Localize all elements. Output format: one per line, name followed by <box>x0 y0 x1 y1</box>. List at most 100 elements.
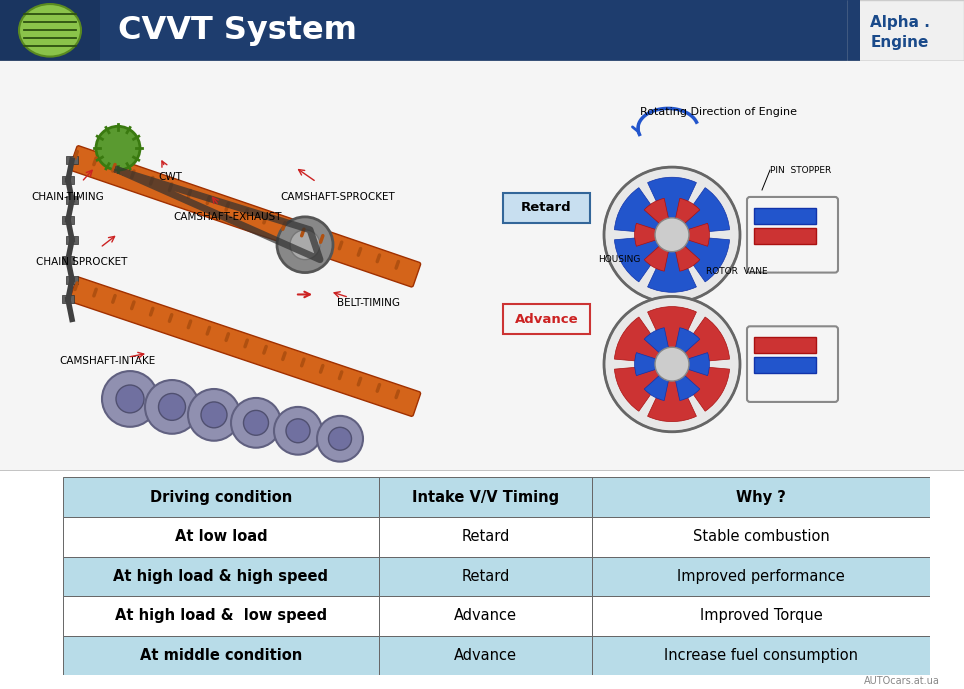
Wedge shape <box>672 317 730 364</box>
Text: Driving condition: Driving condition <box>149 490 292 505</box>
Circle shape <box>201 402 227 428</box>
Text: At high load & high speed: At high load & high speed <box>114 569 329 584</box>
Text: CHAIN-TIMING: CHAIN-TIMING <box>32 192 104 202</box>
Text: Why ?: Why ? <box>736 490 786 505</box>
Wedge shape <box>648 177 696 235</box>
Text: CWT: CWT <box>158 172 182 182</box>
Text: Increase fuel consumption: Increase fuel consumption <box>664 648 858 663</box>
Circle shape <box>244 411 269 435</box>
Bar <box>592 596 930 636</box>
Circle shape <box>329 427 352 450</box>
Bar <box>63 477 380 517</box>
Text: Stable combustion: Stable combustion <box>693 529 829 544</box>
Bar <box>62 256 74 264</box>
Wedge shape <box>672 223 710 246</box>
Circle shape <box>116 385 144 413</box>
Circle shape <box>655 218 689 251</box>
Text: CAMSHAFT-SPROCKET: CAMSHAFT-SPROCKET <box>281 192 395 202</box>
Wedge shape <box>634 223 672 246</box>
Text: CAMSHAFT-INTAKE: CAMSHAFT-INTAKE <box>60 356 156 366</box>
Bar <box>66 156 78 164</box>
Bar <box>380 636 592 675</box>
Text: At low load: At low load <box>174 529 267 544</box>
Bar <box>66 196 78 204</box>
Bar <box>0 0 100 61</box>
Wedge shape <box>644 328 672 364</box>
Bar <box>380 477 592 517</box>
Wedge shape <box>614 317 672 364</box>
Text: AUTOcars.at.ua: AUTOcars.at.ua <box>864 675 940 686</box>
Bar <box>380 557 592 596</box>
Bar <box>63 636 380 675</box>
Bar <box>62 296 74 303</box>
Text: Improved Torque: Improved Torque <box>700 608 822 624</box>
Wedge shape <box>644 235 672 271</box>
Text: CHAIN SPROCKET: CHAIN SPROCKET <box>37 256 127 267</box>
Text: BELT-TIMING: BELT-TIMING <box>336 298 399 309</box>
FancyBboxPatch shape <box>503 305 590 334</box>
Circle shape <box>188 389 240 441</box>
Wedge shape <box>672 364 730 411</box>
Bar <box>63 557 380 596</box>
Bar <box>63 596 380 636</box>
Bar <box>66 276 78 283</box>
Wedge shape <box>614 364 672 411</box>
Bar <box>63 517 380 557</box>
FancyBboxPatch shape <box>69 146 420 287</box>
Circle shape <box>274 407 322 455</box>
Circle shape <box>317 416 363 462</box>
FancyBboxPatch shape <box>503 193 590 223</box>
Circle shape <box>145 380 199 434</box>
Bar <box>592 477 930 517</box>
Text: Alpha .: Alpha . <box>870 14 930 30</box>
Bar <box>66 236 78 244</box>
Text: Rotating Direction of Engine: Rotating Direction of Engine <box>639 107 796 117</box>
Bar <box>62 216 74 224</box>
Text: Advance: Advance <box>454 648 517 663</box>
Text: Retard: Retard <box>522 201 572 214</box>
Wedge shape <box>614 235 672 282</box>
Bar <box>592 557 930 596</box>
Text: At high load &  low speed: At high load & low speed <box>115 608 327 624</box>
Text: HOUSING: HOUSING <box>598 255 640 264</box>
Text: PIN  STOPPER: PIN STOPPER <box>770 165 831 174</box>
Bar <box>592 517 930 557</box>
Wedge shape <box>644 198 672 235</box>
Bar <box>380 517 592 557</box>
FancyBboxPatch shape <box>754 357 816 373</box>
Wedge shape <box>648 235 696 292</box>
Circle shape <box>604 167 740 302</box>
Text: Retard: Retard <box>462 569 510 584</box>
Text: Intake V/V Timing: Intake V/V Timing <box>412 490 559 505</box>
Text: Advance: Advance <box>454 608 517 624</box>
Wedge shape <box>672 235 700 271</box>
Wedge shape <box>614 187 672 235</box>
Wedge shape <box>672 353 710 376</box>
Wedge shape <box>644 364 672 400</box>
Wedge shape <box>648 364 696 422</box>
FancyBboxPatch shape <box>69 277 420 416</box>
FancyBboxPatch shape <box>754 208 816 224</box>
Circle shape <box>604 296 740 432</box>
Wedge shape <box>672 328 700 364</box>
Text: At middle condition: At middle condition <box>140 648 302 663</box>
FancyBboxPatch shape <box>754 337 816 353</box>
Circle shape <box>231 398 281 448</box>
Text: Retard: Retard <box>462 529 510 544</box>
Wedge shape <box>672 187 730 235</box>
Wedge shape <box>672 198 700 235</box>
Text: Improved performance: Improved performance <box>677 569 845 584</box>
Bar <box>380 596 592 636</box>
Circle shape <box>655 347 689 381</box>
FancyBboxPatch shape <box>754 228 816 244</box>
Text: ROTOR  VANE: ROTOR VANE <box>706 267 767 276</box>
Bar <box>62 176 74 184</box>
Circle shape <box>158 393 185 420</box>
Text: CVVT System: CVVT System <box>118 15 357 45</box>
Wedge shape <box>672 235 730 282</box>
Bar <box>592 636 930 675</box>
Circle shape <box>290 230 320 260</box>
Bar <box>848 0 964 61</box>
Ellipse shape <box>19 4 81 56</box>
Text: Advance: Advance <box>515 313 578 326</box>
